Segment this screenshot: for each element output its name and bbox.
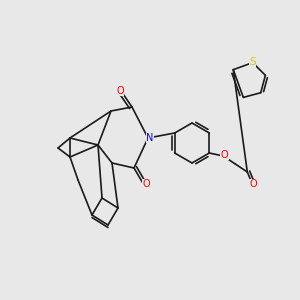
Text: O: O [250,179,257,189]
Text: O: O [142,179,150,189]
Text: O: O [116,86,124,96]
Text: O: O [220,150,228,160]
Text: S: S [249,57,256,67]
Text: N: N [146,133,154,143]
